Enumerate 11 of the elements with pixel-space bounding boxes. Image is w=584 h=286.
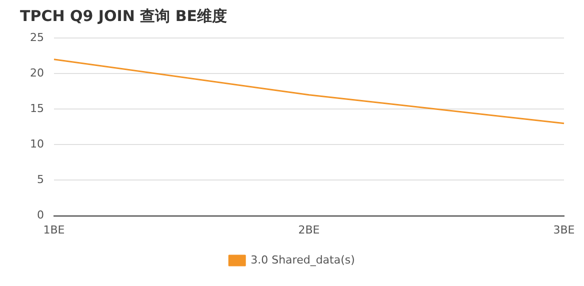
y-tick-label: 0 [36, 208, 44, 222]
x-tick-label: 3BE [553, 223, 575, 236]
legend-label: 3.0 Shared_data(s) [250, 253, 355, 266]
y-tick-label: 20 [30, 66, 44, 80]
x-tick-label: 1BE [43, 223, 65, 236]
x-tick-label: 2BE [298, 223, 320, 236]
y-tick-label: 5 [36, 173, 44, 186]
y-tick-label: 10 [30, 138, 44, 151]
y-tick-label: 15 [30, 102, 44, 115]
chart-title: TPCH Q9 JOIN 查询 BE维度 [20, 6, 228, 25]
y-tick-label: 25 [30, 30, 44, 44]
